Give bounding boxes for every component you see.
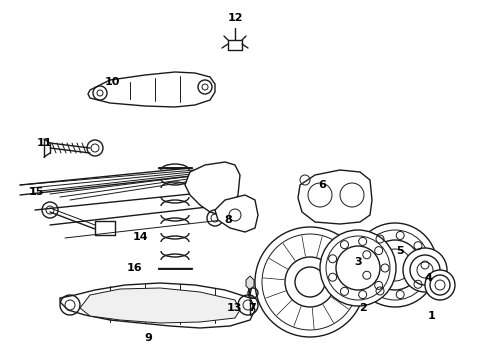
Text: 3: 3 [354,257,362,267]
Text: 10: 10 [104,77,120,87]
Text: 4: 4 [424,273,432,283]
Polygon shape [60,283,255,328]
Text: 6: 6 [318,180,326,190]
Circle shape [353,223,437,307]
Text: 9: 9 [144,333,152,343]
Polygon shape [246,276,254,290]
Text: 5: 5 [396,246,404,256]
Text: 14: 14 [132,232,148,242]
Text: 7: 7 [248,303,256,313]
Text: 11: 11 [36,138,52,148]
Text: 8: 8 [224,215,232,225]
Text: 15: 15 [28,187,44,197]
Text: 12: 12 [227,13,243,23]
Circle shape [403,248,447,292]
Polygon shape [215,195,258,232]
Circle shape [425,270,455,300]
Text: 16: 16 [126,263,142,273]
Polygon shape [80,288,240,323]
Polygon shape [298,170,372,224]
Text: 13: 13 [226,303,242,313]
Polygon shape [88,72,215,107]
Circle shape [320,230,396,306]
Polygon shape [185,162,240,215]
Text: 2: 2 [359,303,367,313]
Text: 1: 1 [428,311,436,321]
